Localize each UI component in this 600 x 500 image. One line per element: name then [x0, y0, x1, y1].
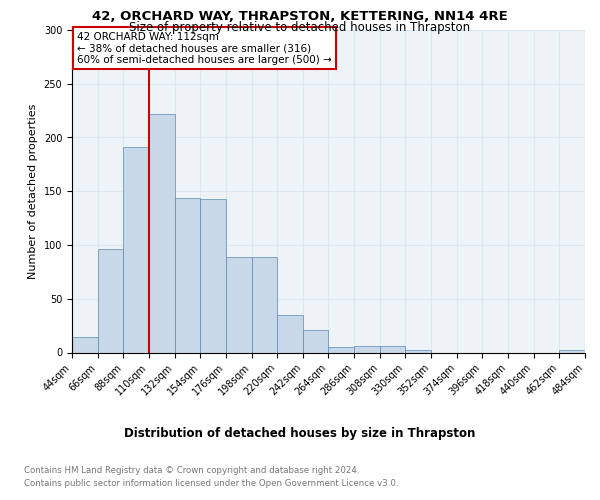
- Text: 42 ORCHARD WAY: 112sqm
← 38% of detached houses are smaller (316)
60% of semi-de: 42 ORCHARD WAY: 112sqm ← 38% of detached…: [77, 32, 332, 65]
- Text: 42, ORCHARD WAY, THRAPSTON, KETTERING, NN14 4RE: 42, ORCHARD WAY, THRAPSTON, KETTERING, N…: [92, 10, 508, 23]
- Bar: [303, 330, 329, 352]
- Y-axis label: Number of detached properties: Number of detached properties: [28, 104, 38, 279]
- Bar: [149, 114, 175, 352]
- Text: Contains public sector information licensed under the Open Government Licence v3: Contains public sector information licen…: [24, 479, 398, 488]
- Bar: [277, 315, 303, 352]
- Text: Size of property relative to detached houses in Thrapston: Size of property relative to detached ho…: [130, 21, 470, 34]
- Bar: [72, 338, 98, 352]
- Bar: [406, 350, 431, 352]
- Bar: [354, 346, 380, 352]
- Bar: [175, 198, 200, 352]
- Bar: [124, 147, 149, 352]
- Bar: [251, 257, 277, 352]
- Bar: [200, 199, 226, 352]
- Bar: [380, 346, 406, 352]
- Bar: [559, 350, 585, 352]
- Text: Contains HM Land Registry data © Crown copyright and database right 2024.: Contains HM Land Registry data © Crown c…: [24, 466, 359, 475]
- Bar: [98, 250, 124, 352]
- Bar: [329, 347, 354, 352]
- Bar: [226, 257, 251, 352]
- Text: Distribution of detached houses by size in Thrapston: Distribution of detached houses by size …: [124, 428, 476, 440]
